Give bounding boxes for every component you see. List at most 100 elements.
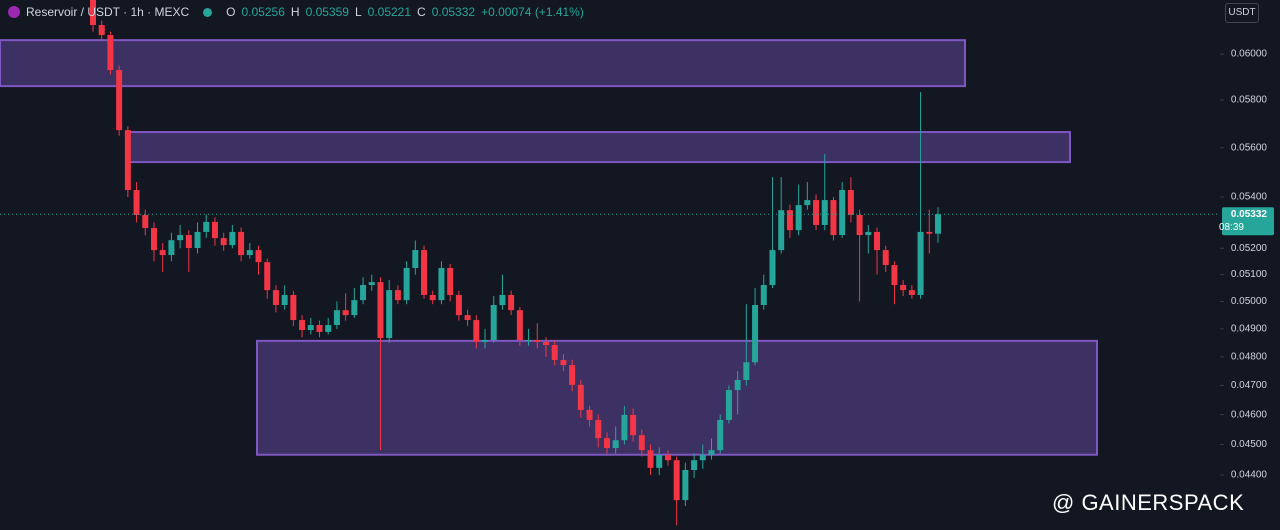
y-tick-label: 0.05400 — [1231, 192, 1268, 203]
candle-body — [760, 285, 767, 306]
candle-body — [699, 455, 706, 461]
candle-body — [429, 294, 436, 301]
candle-body — [246, 250, 253, 256]
candle-body — [856, 215, 863, 236]
candle-body — [821, 200, 828, 225]
candle-body — [290, 294, 297, 321]
y-tick-label: 0.04800 — [1231, 352, 1268, 363]
candle-body — [778, 210, 785, 251]
change-value: +0.00074 (+1.41%) — [481, 5, 584, 19]
y-tick-label: 0.05600 — [1231, 142, 1268, 153]
candle-body — [377, 282, 384, 339]
candle-body — [525, 340, 532, 342]
candle-body — [534, 340, 541, 342]
l-label: L — [354, 5, 362, 19]
candle-body — [333, 310, 340, 326]
candle-body — [847, 190, 854, 216]
candle-body — [159, 250, 166, 256]
symbol[interactable]: Reservoir / USDT · 1h · MEXC — [26, 5, 190, 19]
candle-body — [499, 294, 506, 306]
candle-body — [786, 210, 793, 231]
candle-body — [325, 325, 332, 332]
candle-body — [813, 200, 820, 225]
candle-body — [900, 285, 907, 291]
candle-body — [490, 305, 497, 341]
candle-body — [107, 34, 114, 71]
candle-body — [874, 231, 881, 251]
candle-body — [455, 294, 462, 316]
h-label: H — [290, 5, 300, 19]
y-tick-label: 0.05200 — [1231, 243, 1268, 254]
open-value: 0.05256 — [241, 5, 285, 19]
close-value: 0.05332 — [431, 5, 476, 19]
candle-body — [142, 215, 149, 229]
candle-body — [351, 300, 358, 316]
candle-body — [438, 267, 445, 301]
candle-body — [682, 470, 689, 501]
candle-body — [368, 282, 375, 286]
candle-body — [403, 267, 410, 301]
candle-body — [386, 290, 393, 339]
candle-body — [691, 460, 698, 471]
candle-body — [508, 294, 515, 311]
price-axis-bg — [1220, 0, 1280, 530]
candle-body — [238, 231, 245, 256]
symbol-icon — [8, 6, 20, 18]
candle-body — [412, 250, 419, 268]
candle-body — [542, 341, 549, 346]
candle-body — [551, 345, 558, 360]
candle-body — [90, 0, 96, 26]
candle-body — [482, 340, 489, 342]
candle-body — [595, 419, 602, 439]
candle-body — [360, 285, 367, 301]
y-tick-label: 0.04400 — [1231, 470, 1268, 481]
candle-body — [926, 231, 933, 234]
candle-body — [577, 384, 584, 410]
candle-body — [473, 320, 480, 342]
candle-body — [464, 315, 471, 321]
candle-body — [516, 310, 523, 341]
candle-body — [124, 130, 131, 191]
candle-body — [342, 310, 349, 316]
candle-body — [752, 305, 759, 363]
candle-body — [116, 70, 123, 131]
candle-body — [586, 409, 593, 420]
y-tick-label: 0.04500 — [1231, 439, 1268, 450]
candle-body — [307, 325, 314, 330]
candle-body — [769, 250, 776, 286]
candle-body — [316, 325, 323, 332]
y-tick-label: 0.05800 — [1231, 95, 1268, 106]
watermark: @ GAINERSPACK — [1052, 490, 1245, 515]
candle-body — [177, 235, 184, 241]
candle-body — [272, 290, 279, 306]
candle-body — [220, 238, 227, 246]
y-tick-label: 0.06000 — [1231, 49, 1268, 60]
candle-body — [839, 190, 846, 236]
candle-body — [264, 262, 271, 291]
candle-body — [569, 365, 576, 385]
candle-body — [804, 200, 811, 206]
candle-body — [299, 320, 306, 330]
candle-body — [612, 440, 619, 449]
last-price-tag — [1222, 207, 1274, 236]
candle-body — [891, 265, 898, 286]
candle-body — [168, 240, 175, 256]
candle-body — [638, 435, 645, 451]
candle-body — [708, 450, 715, 456]
candle-body — [229, 231, 236, 246]
candle-body — [133, 190, 140, 216]
low-value: 0.05221 — [367, 5, 412, 19]
candle-body — [630, 414, 637, 436]
currency-button[interactable]: USDT — [1225, 3, 1259, 23]
y-tick-label: 0.05000 — [1231, 296, 1268, 307]
candle-body — [560, 359, 567, 366]
y-tick-label: 0.04700 — [1231, 380, 1268, 391]
candle-body — [865, 231, 872, 236]
candle-body — [255, 250, 262, 263]
candle-body — [743, 362, 750, 380]
candle-body — [664, 455, 671, 461]
candle-body — [673, 460, 680, 501]
countdown: 08:39 — [1219, 222, 1244, 233]
